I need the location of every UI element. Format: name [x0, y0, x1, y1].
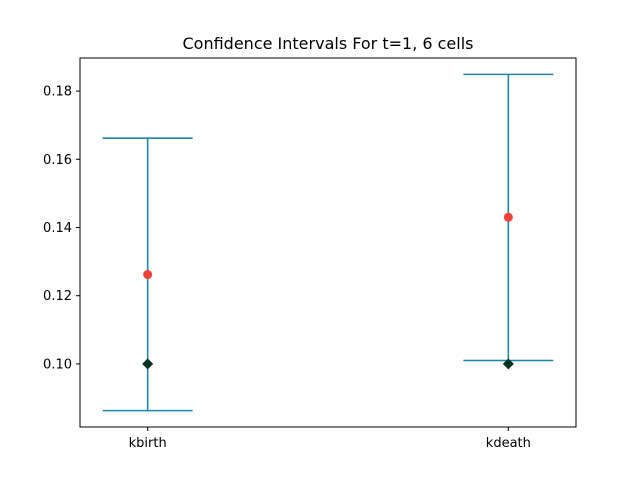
- true-value-marker: [502, 358, 514, 370]
- plot-frame: [79, 57, 577, 428]
- y-tick-label: 0.14: [43, 221, 72, 236]
- estimate-point: [143, 270, 153, 280]
- true-value-marker: [142, 358, 154, 370]
- estimate-point: [503, 212, 513, 222]
- plot-area: 0.10 0.12 0.14 0.16 0.18 kbirth kdeath: [43, 73, 554, 451]
- y-tick-label: 0.10: [43, 357, 72, 372]
- x-tick-label: kbirth: [129, 436, 167, 451]
- y-tick-label: 0.16: [43, 153, 72, 168]
- y-tick-label: 0.12: [43, 289, 72, 304]
- x-tick-label: kdeath: [486, 436, 531, 451]
- y-tick-label: 0.18: [43, 85, 72, 100]
- chart-title: Confidence Intervals For t=1, 6 cells: [183, 34, 474, 53]
